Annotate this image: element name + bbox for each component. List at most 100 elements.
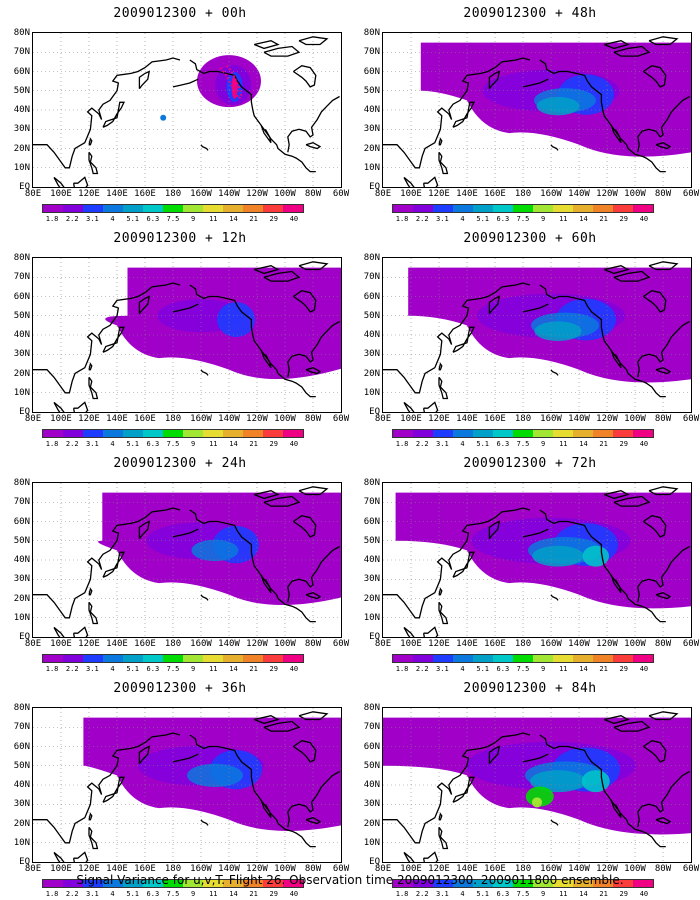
lat-tick-label: 40N <box>363 330 380 340</box>
colorbar-label: 4 <box>110 215 115 223</box>
colorbar-label: 14 <box>579 440 588 448</box>
colorbar-label: 7.5 <box>166 890 180 898</box>
lon-tick-label: 80W <box>304 864 322 874</box>
colorbar-label: 21 <box>599 440 608 448</box>
colorbar-label: 4 <box>110 665 115 673</box>
colorbar-swatch <box>243 655 263 662</box>
colorbar-label: 14 <box>229 665 238 673</box>
colorbar-swatch <box>433 430 453 437</box>
lon-tick-label: 120W <box>596 189 618 199</box>
lon-tick-label: 160E <box>484 864 506 874</box>
colorbar-swatch <box>553 880 573 887</box>
lon-tick-label: 140W <box>218 189 240 199</box>
map-frame <box>382 707 692 863</box>
colorbar-swatch <box>593 655 613 662</box>
lon-tick-label: 100E <box>400 864 422 874</box>
colorbar-label: 9 <box>541 890 546 898</box>
colorbar-swatch <box>143 430 163 437</box>
map-panel: 2009012300 + 00h 80N 70N 60N 50N 40N 30N 20N 10N… <box>10 6 350 223</box>
lon-tick-label: 60W <box>682 414 700 424</box>
variance-map <box>383 258 691 412</box>
map-frame <box>32 482 342 638</box>
lat-tick-label: EQ <box>369 857 380 867</box>
colorbar-label: 3.1 <box>436 665 449 673</box>
variance-map <box>33 258 341 412</box>
lon-tick-label: 120E <box>428 189 450 199</box>
map-panel: 2009012300 + 48h 80N 70N 60N 50N 40N 30N 20N 10N… <box>360 6 700 223</box>
colorbar-swatch <box>473 880 493 887</box>
lon-tick-label: 100W <box>624 414 646 424</box>
colorbar-swatch <box>533 205 553 212</box>
flight-track <box>219 64 243 100</box>
lon-tick-label: 140W <box>218 864 240 874</box>
colorbar <box>392 654 654 663</box>
lon-tick-label: 100E <box>400 639 422 649</box>
coastlines <box>383 261 690 412</box>
colorbar-swatch <box>393 205 413 212</box>
colorbar-label: 7.5 <box>516 665 530 673</box>
lat-tick-label: 20N <box>363 818 380 829</box>
lon-tick-label: 100E <box>50 639 72 649</box>
colorbar-label: 14 <box>579 215 588 223</box>
lat-tick-label: 80N <box>363 478 380 488</box>
colorbar-swatch <box>473 430 493 437</box>
colorbar-swatch <box>533 880 553 887</box>
colorbar <box>42 429 304 438</box>
colorbar-label: 2.2 <box>415 440 429 448</box>
colorbar-label: 5.1 <box>476 890 490 898</box>
variance-field <box>408 267 691 383</box>
lat-tick-label: 10N <box>363 837 380 848</box>
colorbar-swatch <box>283 655 303 662</box>
lon-tick-label: 120W <box>596 414 618 424</box>
lon-tick-label: 60W <box>332 639 350 649</box>
colorbar-swatch <box>243 880 263 887</box>
colorbar-swatch <box>43 205 63 212</box>
colorbar-label: 14 <box>229 215 238 223</box>
colorbar-label: 3.1 <box>436 215 449 223</box>
colorbar-label: 5.1 <box>476 440 490 448</box>
colorbar-label: 9 <box>541 215 546 223</box>
lon-tick-label: 160E <box>134 639 156 649</box>
map-frame <box>382 482 692 638</box>
colorbar-swatch <box>103 430 123 437</box>
lat-tick-label: 20N <box>363 143 380 154</box>
colorbar-swatch <box>493 655 513 662</box>
lon-tick-label: 100E <box>50 414 72 424</box>
colorbar-swatch <box>413 430 433 437</box>
coastlines <box>383 711 690 862</box>
colorbar-swatch <box>103 655 123 662</box>
lat-tick-label: 70N <box>363 272 380 283</box>
colorbar-swatch <box>203 880 223 887</box>
colorbar-swatch <box>573 205 593 212</box>
colorbar <box>392 429 654 438</box>
lat-tick-label: 80N <box>363 703 380 713</box>
colorbar-swatch <box>263 430 283 437</box>
colorbar-label: 5.1 <box>126 665 140 673</box>
colorbar-swatch <box>393 880 413 887</box>
lon-tick-label: 120E <box>78 864 100 874</box>
colorbar-swatch <box>533 430 553 437</box>
colorbar-swatch <box>453 205 473 212</box>
lat-tick-label: EQ <box>369 632 380 642</box>
lon-tick-label: 120E <box>78 639 100 649</box>
colorbar-swatch <box>593 430 613 437</box>
colorbar-label: 7.5 <box>166 440 180 448</box>
colorbar-label: 5.1 <box>126 215 140 223</box>
colorbar-label: 29 <box>619 665 628 673</box>
lon-tick-label: 160W <box>540 414 562 424</box>
map-panel: 2009012300 + 72h 80N 70N 60N 50N 40N 30N 20N 10N… <box>360 456 700 673</box>
variance-field <box>395 492 691 609</box>
colorbar-label: 3.1 <box>86 665 99 673</box>
lon-tick-label: 180 <box>514 864 532 874</box>
variance-map <box>33 483 341 637</box>
lat-tick-label: 30N <box>363 124 380 135</box>
lon-tick-label: 120W <box>246 189 268 199</box>
colorbar-label: 29 <box>269 890 278 898</box>
lat-tick-label: 70N <box>13 272 30 283</box>
colorbar-swatch <box>223 655 243 662</box>
panel-title: 2009012300 + 24h <box>113 456 247 471</box>
colorbar-swatch <box>183 880 203 887</box>
colorbar-swatch <box>283 880 303 887</box>
colorbar-label: 5.1 <box>126 440 140 448</box>
colorbar-label: 4 <box>460 440 465 448</box>
